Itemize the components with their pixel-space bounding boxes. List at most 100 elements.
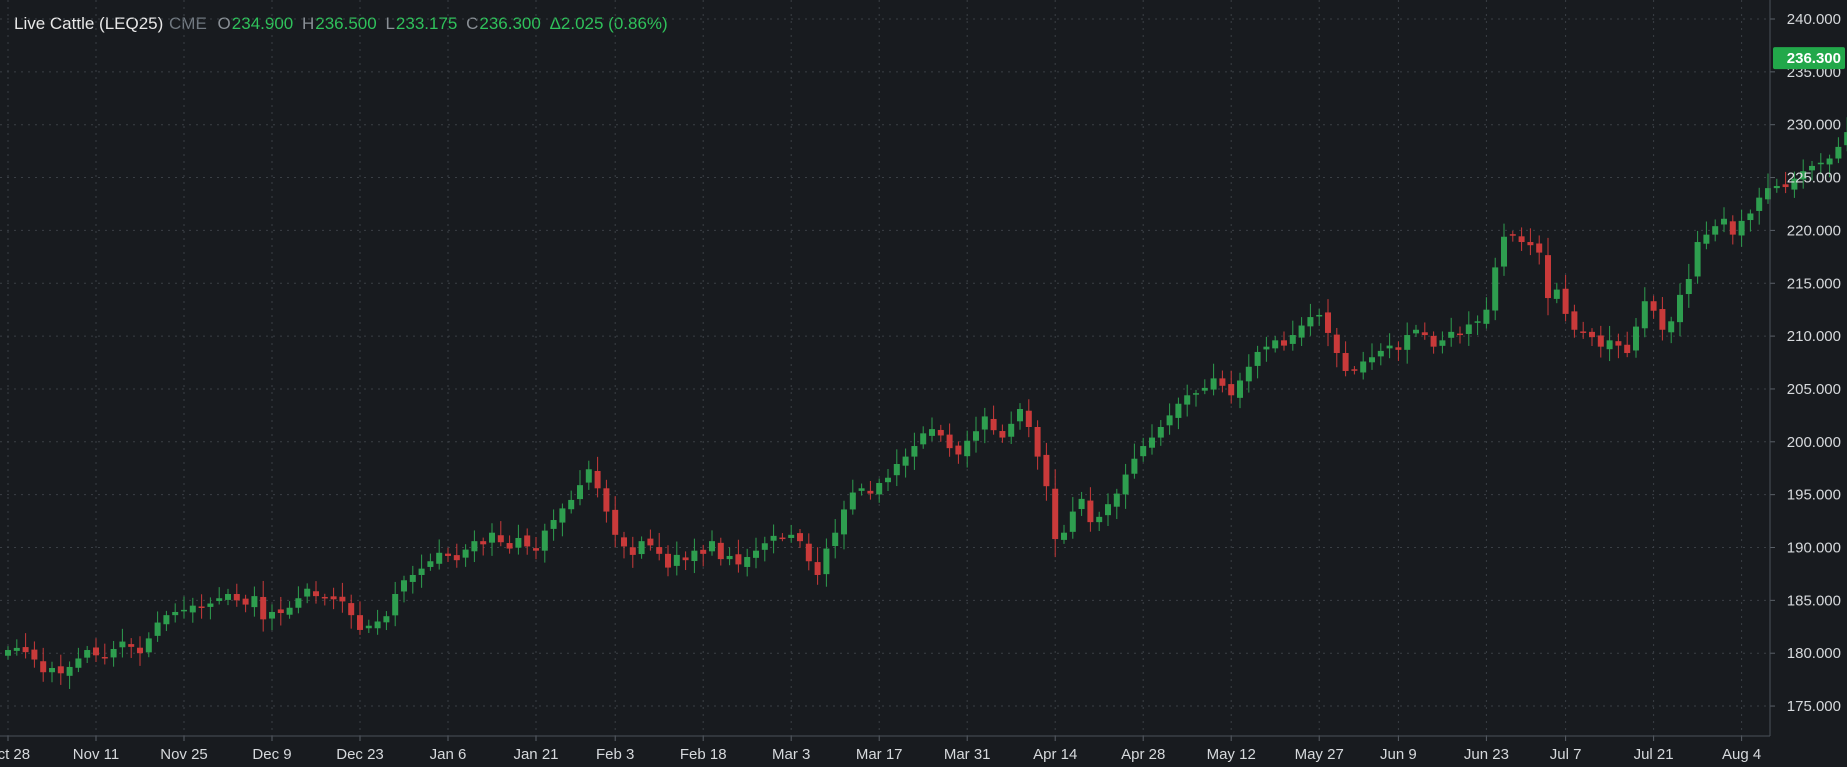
candle-body — [101, 657, 108, 659]
candle-up — [1316, 309, 1323, 326]
candle-up — [1694, 230, 1701, 284]
candle-down — [990, 405, 997, 435]
open-value: 234.900 — [231, 14, 294, 33]
candle-body — [1501, 236, 1507, 267]
x-tick-label: Nov 25 — [160, 746, 208, 763]
candle-down — [453, 543, 460, 568]
candle-body — [1025, 410, 1032, 428]
candle-up — [1677, 283, 1683, 337]
x-tick-label: Oct 28 — [0, 746, 30, 763]
candle-body — [453, 555, 460, 561]
candle-up — [1633, 318, 1639, 358]
candle-body — [911, 446, 918, 457]
y-tick-label: 190.000 — [1787, 540, 1841, 557]
candle-up — [181, 596, 187, 619]
candle-body — [1105, 504, 1111, 516]
candle-down — [524, 528, 531, 555]
candle-up — [1439, 331, 1446, 354]
candle-body — [145, 638, 152, 653]
candle-body — [1800, 171, 1807, 180]
candle-body — [1712, 226, 1719, 235]
candle-down — [1351, 366, 1358, 375]
candle-up — [1131, 443, 1138, 479]
candle-down — [1025, 399, 1032, 438]
candle-body — [638, 541, 645, 555]
candle-body — [1765, 188, 1771, 200]
candle-body — [920, 433, 927, 445]
candle-up — [876, 478, 883, 503]
candle-body — [295, 598, 302, 608]
candle-up — [13, 639, 20, 656]
candle-body — [260, 596, 267, 620]
candle-down — [1228, 370, 1235, 404]
candle-body — [181, 609, 187, 612]
candle-up — [744, 548, 751, 577]
candles — [5, 117, 1847, 689]
x-tick-label: Apr 28 — [1121, 746, 1165, 763]
y-tick-label: 225.000 — [1787, 170, 1841, 187]
candle-down — [330, 587, 337, 610]
candle-body — [189, 605, 196, 613]
candle-body — [665, 553, 671, 568]
last-price-label: 236.300 — [1787, 50, 1841, 67]
last-price-box — [1773, 47, 1845, 70]
candle-up — [1245, 354, 1252, 393]
x-tick-label: Jul 21 — [1634, 746, 1674, 763]
candle-up — [75, 647, 82, 673]
candle-up — [1606, 325, 1613, 362]
candle-body — [1140, 446, 1147, 457]
candle-body — [726, 555, 733, 560]
x-tick-label: Feb 3 — [596, 746, 634, 763]
candle-body — [471, 541, 478, 552]
candle-down — [867, 481, 874, 500]
candle-body — [577, 485, 583, 500]
candle-down — [198, 594, 205, 619]
candle-down — [955, 441, 962, 464]
candle-up — [383, 611, 390, 631]
candle-body — [242, 598, 249, 605]
candle-body — [1457, 333, 1463, 336]
candle-down — [40, 647, 47, 682]
candle-body — [1492, 267, 1499, 311]
candle-down — [814, 547, 821, 585]
candle-up — [1448, 317, 1455, 347]
candle-up — [119, 628, 126, 658]
candle-up — [788, 524, 795, 543]
x-tick-label: Mar 3 — [772, 746, 810, 763]
candle-up — [1377, 343, 1384, 366]
candle-body — [40, 661, 47, 673]
candle-body — [207, 603, 214, 607]
x-tick-label: May 12 — [1207, 746, 1256, 763]
candle-body — [1826, 158, 1833, 165]
candle-body — [216, 598, 223, 601]
candle-body — [1034, 427, 1041, 457]
candle-up — [392, 581, 399, 627]
candle-body — [1386, 345, 1393, 349]
candle-up — [1835, 137, 1842, 164]
candle-up — [585, 460, 592, 490]
candle-down — [242, 594, 249, 613]
candle-up — [893, 449, 900, 487]
candle-body — [524, 535, 531, 547]
candle-body — [585, 469, 592, 483]
candle-body — [805, 543, 812, 562]
candle-body — [550, 520, 557, 529]
candle-up — [374, 609, 381, 635]
candle-down — [797, 528, 803, 548]
candle-body — [119, 641, 126, 648]
candle-body — [1633, 326, 1639, 351]
candle-down — [1325, 299, 1331, 347]
candle-up — [841, 500, 847, 550]
candle-up — [1712, 219, 1719, 242]
candle-up — [216, 587, 223, 605]
candle-body — [1615, 341, 1622, 346]
candle-up — [1184, 384, 1191, 417]
y-tick-label: 180.000 — [1787, 645, 1841, 662]
candle-body — [1228, 384, 1235, 396]
candle-up — [902, 448, 909, 478]
candle-up — [1307, 303, 1314, 336]
candle-body — [1316, 314, 1323, 317]
candle-up — [849, 479, 856, 515]
candle-up — [885, 468, 891, 491]
